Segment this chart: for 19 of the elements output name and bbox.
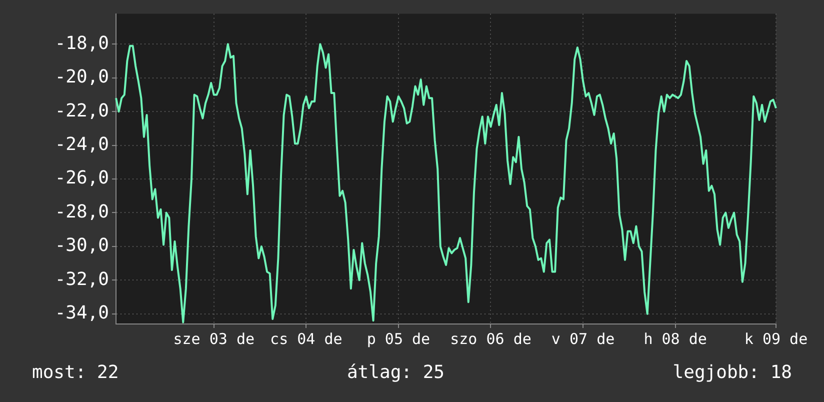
y-tick-label: -34,0 (54, 302, 109, 324)
x-tick-label: h 08 de (644, 330, 707, 348)
x-tick-label: v 07 de (551, 330, 615, 348)
x-tick-label: sze 03 de (173, 330, 255, 348)
y-tick-label: -28,0 (54, 201, 109, 222)
text: legjobb: 18 (672, 362, 792, 383)
x-tick-label: k 09 de (744, 330, 808, 348)
y-tick-label: -26,0 (54, 168, 109, 189)
y-tick-label: -20,0 (54, 66, 109, 88)
x-tick-label: cs 04 de (270, 330, 342, 348)
text: átlag: 25 (346, 362, 445, 383)
y-tick-label: -24,0 (54, 134, 109, 155)
y-tick-label: -32,0 (54, 268, 109, 290)
x-tick-label: szo 06 de (450, 330, 532, 348)
y-tick-label: -18,0 (54, 32, 109, 54)
x-tick-label: p 05 de (366, 330, 430, 348)
y-tick-label: -22,0 (54, 100, 109, 122)
text: most: 22 (32, 362, 119, 383)
y-tick-label: -30,0 (54, 235, 109, 256)
